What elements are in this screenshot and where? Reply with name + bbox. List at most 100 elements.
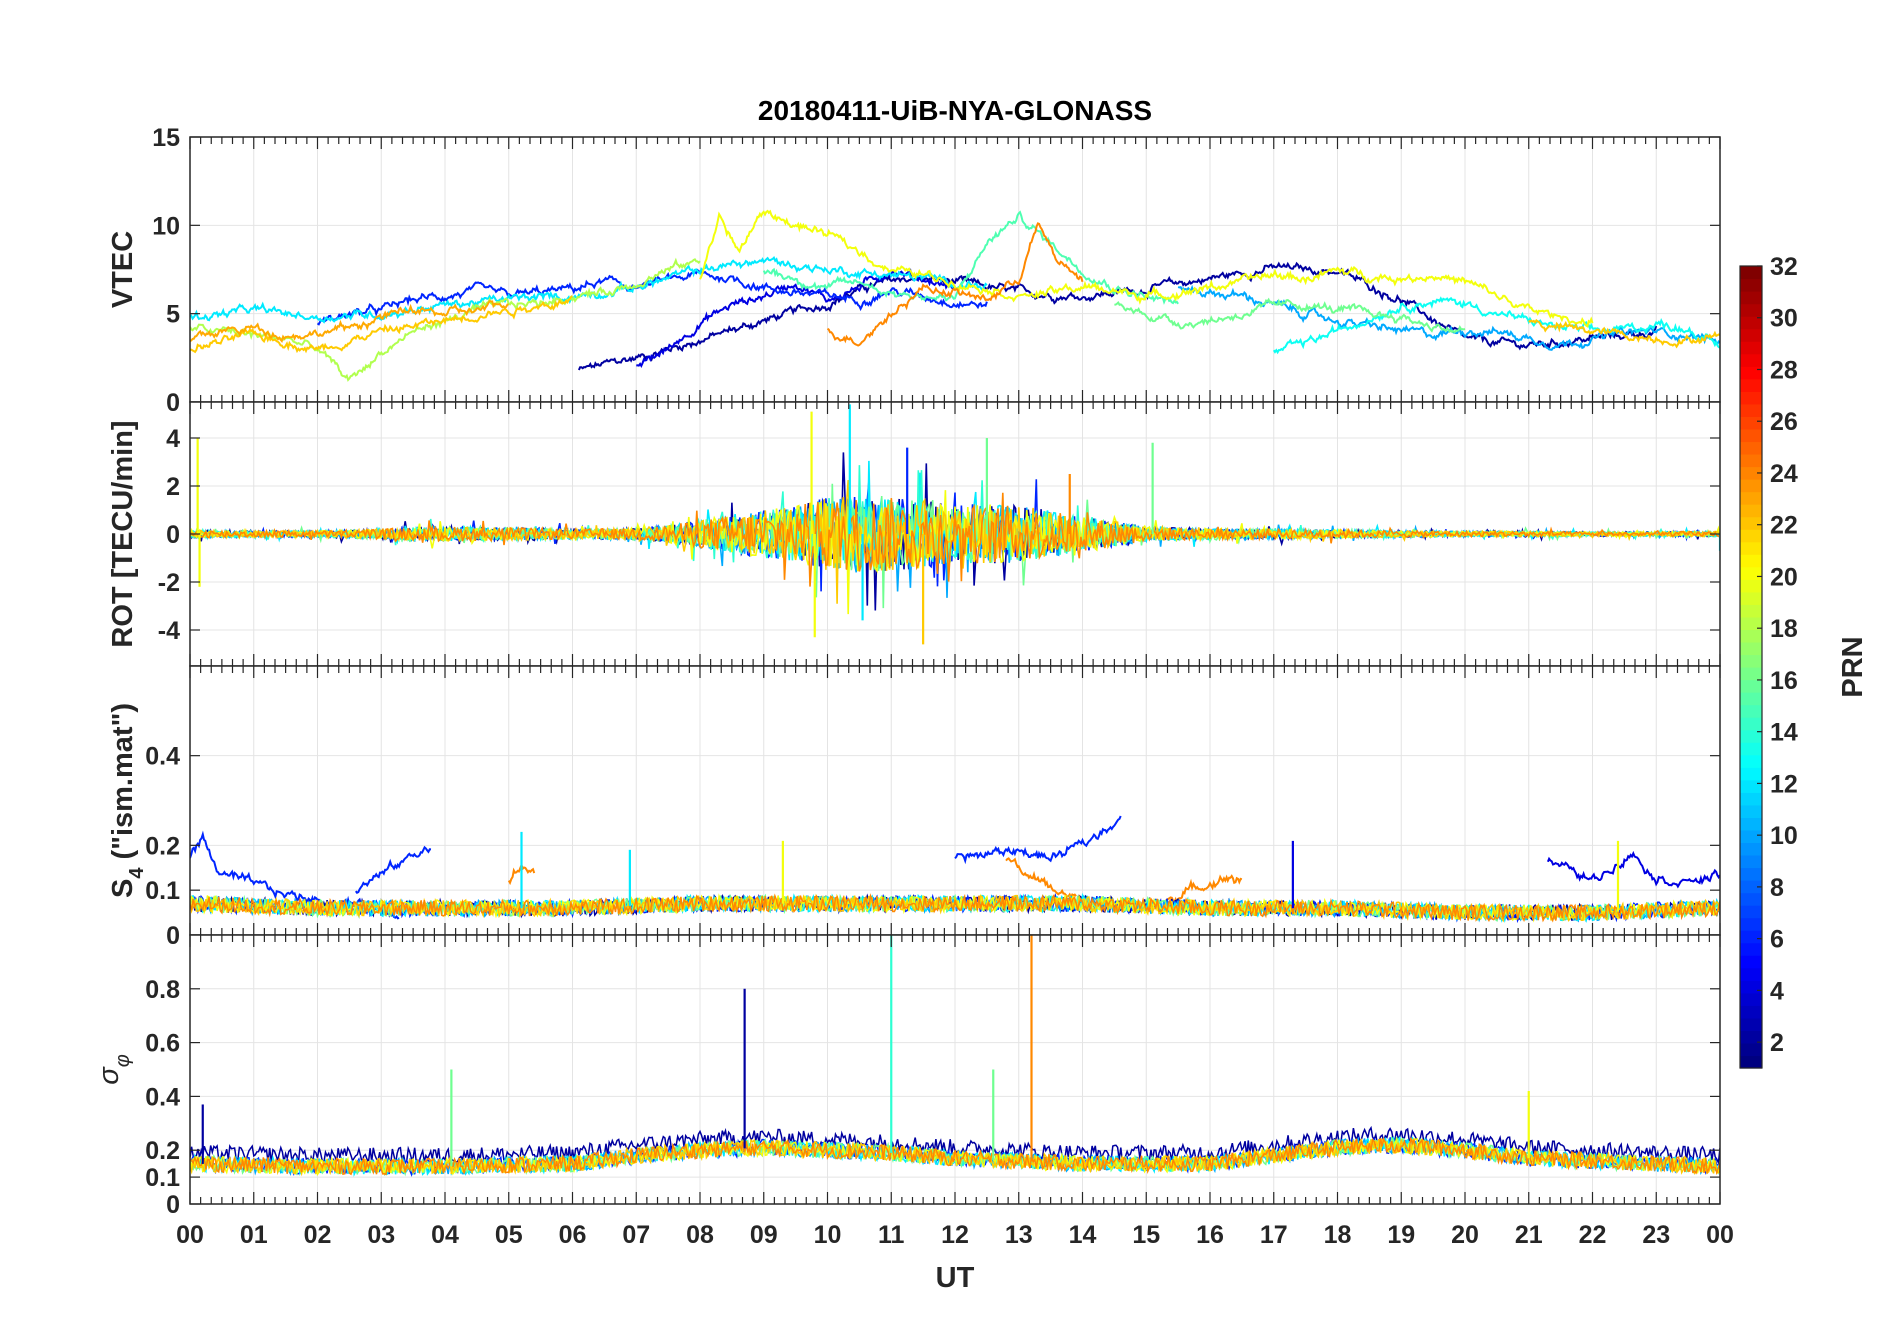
colorbar-swatch [1740,1042,1762,1057]
colorbar-swatch [1740,616,1762,631]
colorbar-swatch [1740,466,1762,480]
colorbar-swatch [1740,729,1762,743]
y-axis-label: VTEC [107,231,139,308]
baseline-trace-prn-24 [190,893,1720,923]
panel-s4: 0 0.1 0.2 0.4S4 ("ism.mat") [107,665,1721,950]
colorbar-tick-label: 20 [1770,563,1798,591]
x-tick-label: 00 [176,1221,204,1249]
x-tick-label: 17 [1260,1221,1288,1249]
colorbar-swatch [1740,353,1762,367]
colorbar-swatch [1740,967,1762,981]
colorbar-swatch [1740,679,1762,693]
colorbar-tick-label: 8 [1770,874,1784,902]
x-tick-label: 00 [1706,1221,1734,1249]
x-tick-label: 21 [1515,1221,1543,1249]
colorbar-swatch [1740,955,1762,969]
colorbar-swatch [1740,704,1762,718]
y-tick-label: 0.2 [145,1137,180,1165]
y-tick-label: 2 [166,473,180,501]
baseline-trace-prn-22 [190,893,1720,923]
colorbar-swatch [1740,779,1762,793]
x-tick-label: 13 [1005,1221,1033,1249]
colorbar-swatch [1740,829,1762,844]
y-tick-label: 5 [166,301,180,329]
x-tick-label: 16 [1196,1221,1224,1249]
colorbar-swatch [1740,654,1762,668]
series-line-prn-22 [190,295,573,354]
colorbar-swatch [1740,930,1762,944]
colorbar-swatch [1740,1005,1762,1019]
colorbar-swatch [1740,880,1762,894]
colorbar-swatch [1740,303,1762,317]
colorbar-swatch [1740,742,1762,756]
colorbar-tick-label: 30 [1770,305,1798,333]
y-tick-label: -2 [158,569,180,597]
y-tick-label: 0 [166,922,180,950]
colorbar-label: PRN [1837,636,1869,697]
series-line-prn-4 [636,268,956,369]
x-tick-label: 20 [1451,1221,1479,1249]
x-tick-label: 05 [495,1221,523,1249]
colorbar-swatch [1740,391,1762,405]
colorbar-swatch [1740,566,1762,580]
y-tick-label: 0.4 [145,743,180,771]
series-line-prn-6 [954,815,1122,865]
y-tick-label: 0.2 [145,832,180,860]
colorbar-swatch [1740,754,1762,768]
x-axis-label: UT [936,1262,975,1294]
data-layer [190,935,1720,1177]
y-tick-label: 15 [152,124,180,152]
x-tick-label: 03 [367,1221,395,1249]
colorbar-swatch [1740,453,1762,468]
y-tick-label: 0 [166,389,180,417]
colorbar-tick-label: 2 [1770,1029,1784,1057]
x-tick-label: 12 [941,1221,969,1249]
series-line-prn-24 [826,222,1084,347]
y-axis-label: ROT [TECU/min] [107,420,139,647]
x-tick-label: 23 [1642,1221,1670,1249]
series-line-prn-16 [1114,297,1466,334]
x-tick-label: 18 [1324,1221,1352,1249]
colorbar-frame [1739,265,1763,1069]
colorbar-swatch [1740,1017,1762,1032]
colorbar-tick-label: 14 [1770,719,1798,747]
y-tick-label: -4 [158,617,180,645]
colorbar-swatch [1740,328,1762,342]
series-line-prn-15 [762,210,1179,305]
series-line-prn-4 [1546,850,1720,889]
y-tick-label: 0.6 [145,1030,180,1058]
colorbar-swatch [1740,428,1762,443]
x-tick-label: 14 [1069,1221,1097,1249]
x-tick-label: 22 [1579,1221,1607,1249]
colorbar-swatch [1740,341,1762,355]
colorbar-swatch [1740,541,1762,555]
panel-sigma_phi: 00.10.2 0.4 0.6 0.8 σφ [93,934,1721,1219]
colorbar-tick-label: 22 [1770,512,1798,540]
chart-title: 20180411-UiB-NYA-GLONASS [758,95,1152,126]
colorbar-swatch [1740,842,1762,856]
colorbar-tick-label: 10 [1770,822,1798,850]
colorbar-swatch [1740,378,1762,392]
colorbar-swatch [1740,504,1762,518]
data-layer [190,815,1720,924]
x-tick-label: 15 [1132,1221,1160,1249]
colorbar-swatch [1740,491,1762,505]
y-tick-label: 0.1 [145,877,180,905]
rot-trace-prn-24 [190,492,1720,587]
colorbar-swatch [1740,529,1762,543]
colorbar-tick-label: 18 [1770,615,1798,643]
colorbar-swatch [1740,892,1762,906]
x-axis: 00 01 02 03 04 05 06 07 08 09 10 11 12 13 14 15 16 17 18 19… [176,1221,1734,1249]
colorbar-swatch [1740,804,1762,818]
colorbar-swatch [1740,604,1762,618]
panel-rot: -4 -2 0 2 4 ROT [TECU/min] [107,401,1721,667]
colorbar-swatch [1740,554,1762,568]
colorbar-swatch [1740,366,1762,380]
baseline-trace-prn-24 [190,1136,1720,1176]
colorbar-swatch [1740,980,1762,994]
data-layer [190,209,1720,382]
x-tick-label: 01 [240,1221,268,1249]
colorbar-swatch [1740,1055,1762,1069]
